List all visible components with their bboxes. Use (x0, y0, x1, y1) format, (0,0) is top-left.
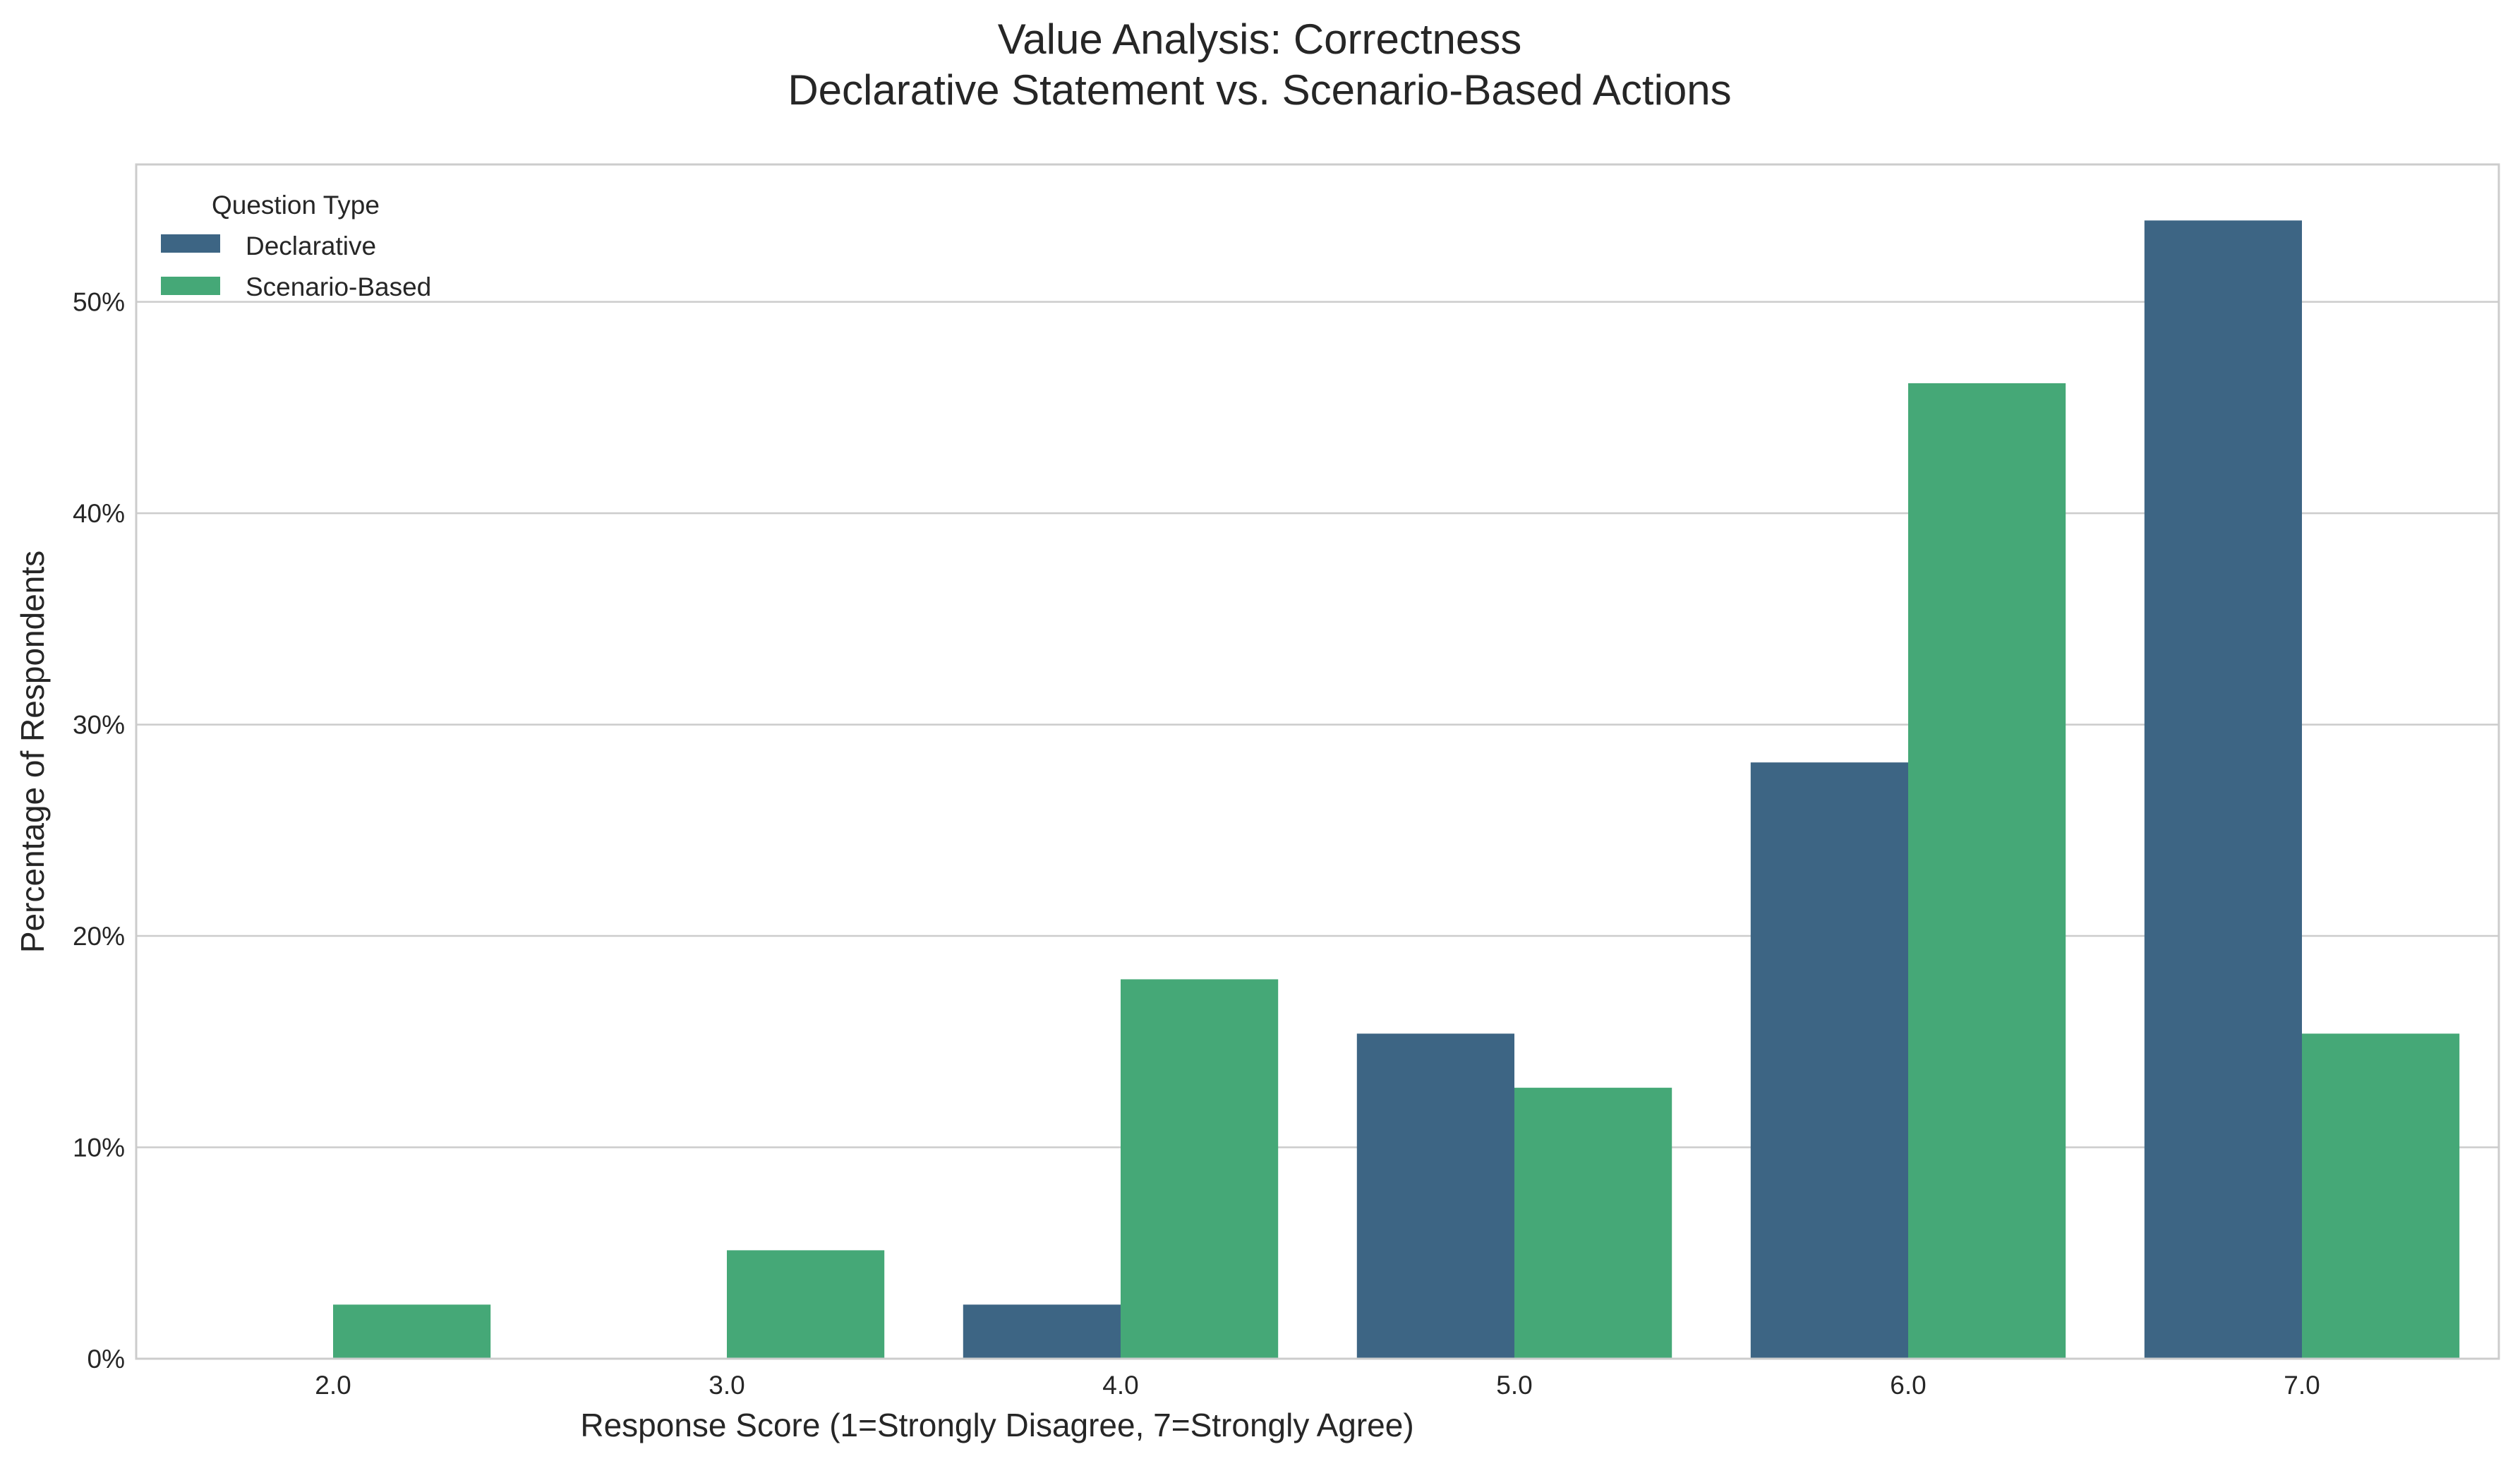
bar-scenario-based-7-0 (2302, 1033, 2460, 1359)
legend-swatch-scenario-based (161, 277, 220, 295)
x-tick-label: 3.0 (709, 1371, 744, 1400)
bar-scenario-based-3-0 (727, 1250, 885, 1359)
x-tick-label: 4.0 (1102, 1371, 1138, 1400)
plot-frame (135, 163, 2500, 1360)
bar-scenario-based-6-0 (1908, 383, 2066, 1359)
y-tick-label: 50% (73, 288, 125, 317)
x-tick-label: 6.0 (1890, 1371, 1926, 1400)
x-tick-labels: 2.0 3.0 4.0 5.0 6.0 7.0 (315, 1371, 2320, 1400)
y-tick-label: 10% (73, 1134, 125, 1162)
bar-declarative-7-0 (2144, 220, 2302, 1359)
chart-title-line-1: Value Analysis: Correctness (998, 16, 1522, 63)
legend-swatch-declarative (161, 234, 220, 253)
y-tick-label: 40% (73, 499, 125, 528)
x-tick-label: 5.0 (1496, 1371, 1532, 1400)
y-tick-label: 0% (88, 1345, 125, 1374)
bar-scenario-based-4-0 (1121, 979, 1279, 1359)
bar-scenario-based-2-0 (333, 1304, 491, 1359)
bar-declarative-6-0 (1750, 762, 1908, 1359)
x-axis-label: Response Score (1=Strongly Disagree, 7=S… (580, 1407, 1413, 1443)
bar-declarative-4-0 (963, 1304, 1121, 1359)
y-tick-label: 30% (73, 711, 125, 740)
y-tick-label: 20% (73, 922, 125, 951)
legend: Question Type Declarative Scenario-Based (161, 191, 431, 301)
legend-label-declarative: Declarative (246, 232, 376, 260)
legend-title: Question Type (212, 191, 380, 220)
chart-title-line-2: Declarative Statement vs. Scenario-Based… (788, 66, 1731, 114)
y-tick-labels: 0% 10% 20% 30% 40% 50% (73, 288, 125, 1374)
legend-label-scenario-based: Scenario-Based (246, 272, 431, 301)
bar-declarative-5-0 (1356, 1033, 1514, 1359)
y-axis-label: Percentage of Respondents (14, 551, 51, 953)
x-tick-label: 7.0 (2284, 1371, 2320, 1400)
bar-scenario-based-5-0 (1514, 1088, 1672, 1359)
x-tick-label: 2.0 (315, 1371, 351, 1400)
bars (333, 220, 2460, 1359)
